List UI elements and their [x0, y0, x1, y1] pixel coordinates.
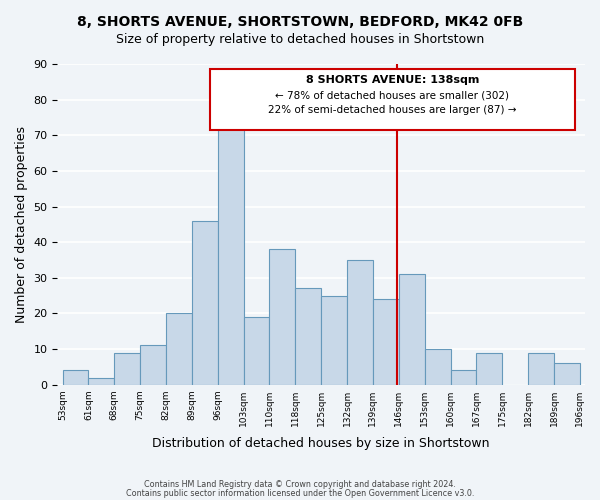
Bar — [425, 349, 451, 384]
Bar — [244, 317, 269, 384]
FancyBboxPatch shape — [210, 70, 575, 130]
Bar — [218, 124, 244, 384]
Bar — [347, 260, 373, 384]
Text: 8 SHORTS AVENUE: 138sqm: 8 SHORTS AVENUE: 138sqm — [305, 75, 479, 85]
Text: Contains HM Land Registry data © Crown copyright and database right 2024.: Contains HM Land Registry data © Crown c… — [144, 480, 456, 489]
Text: Contains public sector information licensed under the Open Government Licence v3: Contains public sector information licen… — [126, 488, 474, 498]
Bar — [88, 378, 115, 384]
Bar — [115, 352, 140, 384]
Bar — [476, 352, 502, 384]
X-axis label: Distribution of detached houses by size in Shortstown: Distribution of detached houses by size … — [152, 437, 490, 450]
Bar — [321, 296, 347, 384]
Text: ← 78% of detached houses are smaller (302): ← 78% of detached houses are smaller (30… — [275, 90, 509, 101]
Bar — [166, 314, 192, 384]
Y-axis label: Number of detached properties: Number of detached properties — [15, 126, 28, 323]
Bar — [269, 250, 295, 384]
Text: 22% of semi-detached houses are larger (87) →: 22% of semi-detached houses are larger (… — [268, 106, 517, 116]
Bar — [554, 364, 580, 384]
Text: 8, SHORTS AVENUE, SHORTSTOWN, BEDFORD, MK42 0FB: 8, SHORTS AVENUE, SHORTSTOWN, BEDFORD, M… — [77, 15, 523, 29]
Bar — [140, 346, 166, 385]
Text: Size of property relative to detached houses in Shortstown: Size of property relative to detached ho… — [116, 32, 484, 46]
Bar — [373, 299, 399, 384]
Bar — [399, 274, 425, 384]
Bar — [62, 370, 88, 384]
Bar — [528, 352, 554, 384]
Bar — [451, 370, 476, 384]
Bar — [192, 221, 218, 384]
Bar — [295, 288, 321, 384]
